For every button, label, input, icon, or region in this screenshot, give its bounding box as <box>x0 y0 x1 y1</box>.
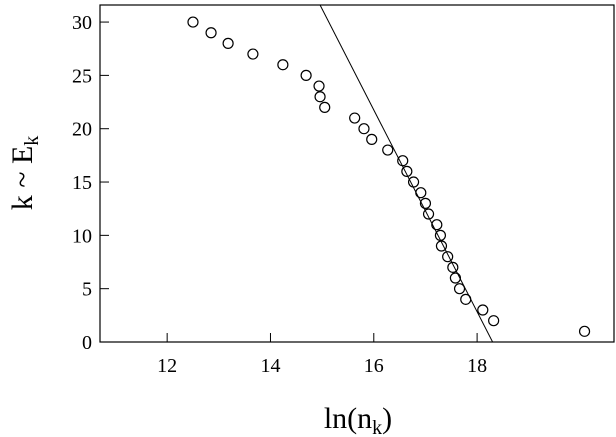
data-point <box>222 37 234 49</box>
y-label-text: k ~ E <box>6 146 39 211</box>
data-point <box>300 69 312 81</box>
data-point <box>319 101 331 113</box>
data-point <box>460 293 472 305</box>
data-point <box>358 123 370 135</box>
x-tick-label: 18 <box>467 355 487 377</box>
data-point <box>187 16 199 28</box>
data-point <box>407 176 420 188</box>
data-point <box>349 112 361 124</box>
y-axis-label: k ~ Ek <box>6 136 43 211</box>
data-point <box>419 197 432 209</box>
data-point <box>488 315 500 327</box>
data-point <box>453 283 466 295</box>
data-point <box>314 91 326 103</box>
data-point <box>277 59 289 71</box>
y-label-sub: k <box>21 136 43 146</box>
data-point <box>578 325 591 337</box>
data-point <box>397 155 409 167</box>
data-point <box>447 261 459 273</box>
data-point <box>435 240 448 252</box>
data-point <box>382 144 394 156</box>
y-tick-label: 20 <box>72 119 92 141</box>
x-tick-label: 12 <box>157 355 177 377</box>
y-tick-label: 15 <box>72 172 92 194</box>
data-point <box>477 304 489 316</box>
x-label-sub: k <box>372 417 382 437</box>
x-label-text: ln(n <box>324 402 372 435</box>
data-point <box>247 48 259 60</box>
x-tick-label: 14 <box>260 355 280 377</box>
fit-line <box>319 5 494 342</box>
data-point <box>422 208 435 220</box>
data-point <box>449 272 462 284</box>
data-point <box>434 229 447 241</box>
y-tick-label: 0 <box>82 332 92 354</box>
data-point <box>442 251 454 263</box>
y-tick-label: 5 <box>82 279 92 301</box>
y-tick-label: 25 <box>72 65 92 87</box>
data-point <box>431 219 443 231</box>
x-tick-label: 16 <box>364 355 384 377</box>
plot-frame <box>99 4 615 343</box>
data-point <box>313 80 325 92</box>
x-label-tail: ) <box>382 402 392 435</box>
x-axis-label: ln(nk) <box>324 402 392 437</box>
y-tick-label: 30 <box>72 12 92 34</box>
data-point <box>415 187 427 199</box>
data-point <box>205 27 217 39</box>
y-tick-label: 10 <box>72 225 92 247</box>
data-point <box>366 133 378 145</box>
data-point <box>401 165 413 177</box>
